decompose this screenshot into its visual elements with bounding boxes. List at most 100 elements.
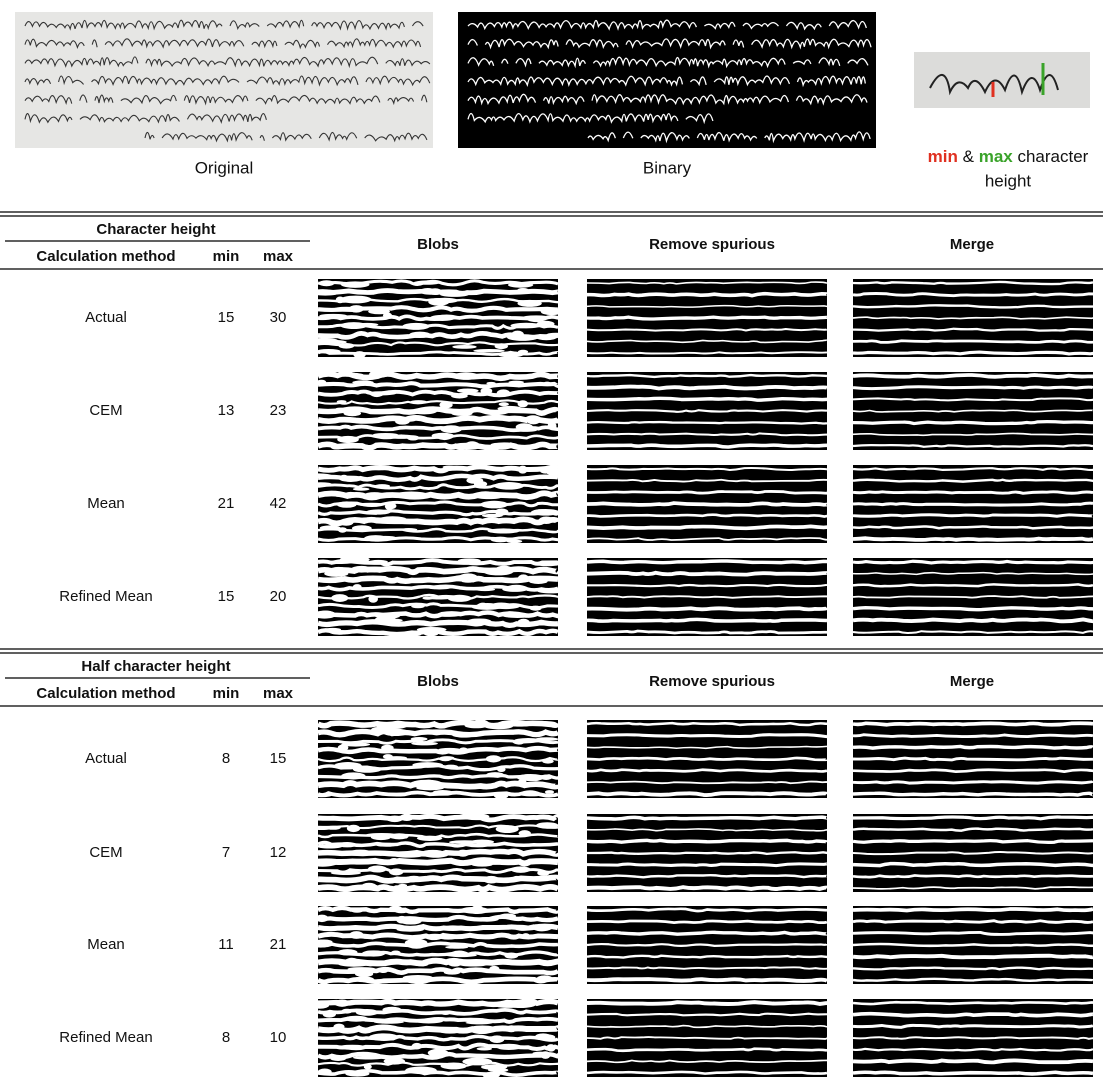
blob bbox=[496, 389, 511, 397]
result-image bbox=[852, 465, 1100, 543]
blob bbox=[508, 380, 525, 384]
blob bbox=[486, 381, 496, 385]
text-line-band bbox=[852, 1023, 1094, 1029]
result-image bbox=[586, 814, 831, 892]
text-line-band bbox=[586, 328, 829, 332]
blob bbox=[381, 744, 394, 752]
blob bbox=[518, 792, 545, 797]
blob bbox=[307, 886, 338, 890]
blob bbox=[466, 618, 492, 625]
text-line-band bbox=[852, 907, 1094, 913]
blob bbox=[316, 844, 343, 849]
text-line-band bbox=[852, 513, 1095, 518]
caption: height bbox=[985, 171, 1032, 190]
blob bbox=[535, 1033, 552, 1040]
blob bbox=[368, 595, 378, 603]
blob bbox=[393, 853, 424, 858]
blob bbox=[542, 758, 554, 764]
blob bbox=[416, 835, 443, 841]
blob bbox=[412, 762, 444, 768]
blob bbox=[540, 308, 563, 316]
blob bbox=[387, 502, 397, 509]
text-line-band bbox=[317, 857, 559, 867]
text-line-band bbox=[586, 745, 828, 750]
blob bbox=[411, 1042, 423, 1050]
blob bbox=[339, 556, 370, 563]
text-line-band bbox=[586, 420, 828, 425]
text-line-band bbox=[317, 745, 562, 755]
blob bbox=[545, 467, 566, 476]
blob bbox=[441, 1011, 451, 1015]
text-line-band bbox=[586, 1000, 831, 1006]
result-image bbox=[852, 279, 1100, 357]
group-header: Half character height bbox=[81, 658, 230, 675]
text-line-band bbox=[586, 851, 831, 856]
image bbox=[15, 12, 433, 148]
min-value: 8 bbox=[222, 750, 230, 767]
text-line-band bbox=[316, 976, 560, 985]
text-line-band bbox=[586, 954, 832, 959]
blob bbox=[474, 587, 496, 592]
blob bbox=[476, 495, 502, 500]
blob bbox=[334, 407, 345, 412]
min-value: 7 bbox=[222, 844, 230, 861]
blob bbox=[348, 305, 364, 313]
blob bbox=[438, 747, 461, 752]
text-line-band bbox=[317, 490, 563, 501]
text-line-band bbox=[317, 288, 563, 296]
column-header: Merge bbox=[950, 673, 994, 690]
blob bbox=[405, 1066, 437, 1075]
max-value: 20 bbox=[270, 588, 287, 605]
blob bbox=[376, 723, 408, 730]
text-line-band bbox=[586, 873, 829, 879]
blob bbox=[382, 312, 393, 319]
column-header: min bbox=[213, 685, 240, 702]
blob bbox=[416, 626, 447, 633]
blob bbox=[422, 596, 434, 600]
blob bbox=[383, 1057, 406, 1065]
result-image bbox=[586, 279, 831, 357]
text-line-band bbox=[852, 339, 1097, 344]
blob bbox=[535, 737, 559, 742]
blob bbox=[456, 849, 470, 857]
text-line-band bbox=[317, 874, 562, 884]
text-line-band bbox=[317, 434, 565, 441]
text-line-band bbox=[317, 500, 563, 508]
caption-min: min bbox=[928, 147, 958, 166]
text-line-band bbox=[317, 628, 559, 637]
text-line-band bbox=[586, 315, 831, 321]
text-line-band bbox=[586, 524, 833, 531]
blob bbox=[538, 516, 554, 525]
text-line-band bbox=[586, 942, 829, 947]
text-line-band bbox=[586, 501, 831, 507]
text-line-band bbox=[586, 838, 829, 844]
blob bbox=[547, 422, 557, 430]
text-line-band bbox=[317, 1024, 563, 1035]
result-image bbox=[307, 370, 568, 451]
text-line-band bbox=[852, 420, 1100, 426]
handwriting bbox=[467, 112, 714, 125]
blob bbox=[426, 585, 452, 590]
blob bbox=[479, 860, 507, 865]
blob bbox=[453, 372, 479, 380]
blob bbox=[483, 875, 500, 884]
text-line-band bbox=[852, 721, 1094, 727]
result-image bbox=[852, 814, 1102, 892]
blob bbox=[368, 559, 388, 564]
caption-max: max bbox=[979, 147, 1014, 166]
blob bbox=[329, 566, 349, 575]
blob bbox=[310, 1001, 330, 1009]
text-line-band bbox=[852, 501, 1094, 507]
blob bbox=[485, 755, 502, 763]
blob bbox=[457, 558, 481, 564]
result-image bbox=[309, 279, 566, 359]
blob bbox=[395, 418, 410, 425]
blob bbox=[341, 742, 371, 747]
text-line-band bbox=[586, 396, 832, 402]
handwriting bbox=[144, 131, 428, 143]
blob bbox=[517, 349, 529, 354]
blob bbox=[355, 1008, 379, 1016]
blob bbox=[351, 908, 364, 913]
blob bbox=[347, 967, 376, 971]
image-background bbox=[15, 12, 433, 148]
